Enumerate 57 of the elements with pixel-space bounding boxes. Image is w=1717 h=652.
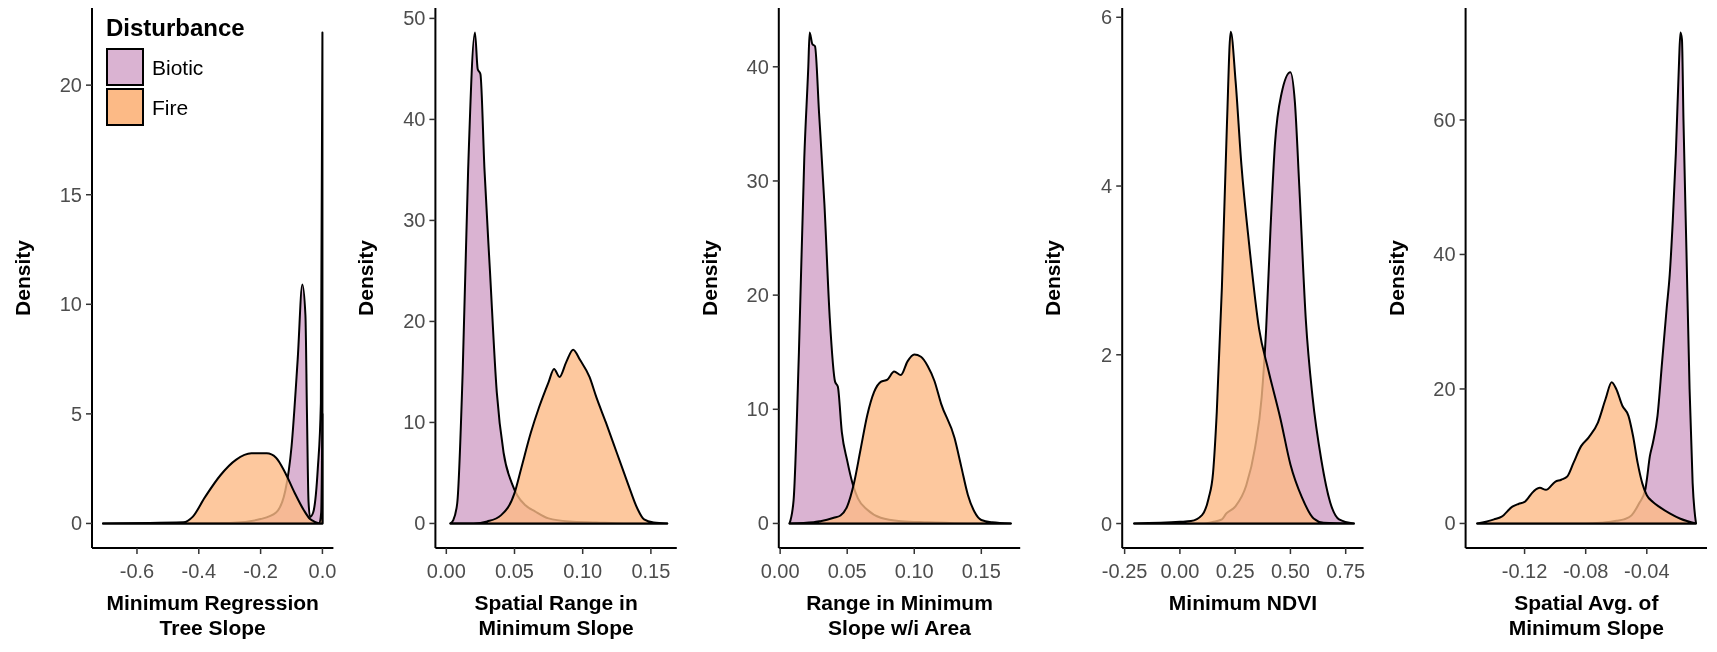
x-axis-title: Range in Minimum Slope w/i Area [806, 591, 993, 639]
y-tick-label: 40 [1433, 243, 1456, 266]
x-tick-label: -0.08 [1562, 560, 1609, 582]
x-tick-label: 0.15 [631, 560, 671, 582]
x-axis-title: Minimum NDVI [1168, 591, 1317, 614]
y-tick-label: 2 [1101, 343, 1113, 366]
y-tick-label: 4 [1101, 175, 1113, 198]
x-tick-label: 0.00 [760, 560, 800, 582]
y-tick-label: 40 [403, 108, 426, 131]
y-tick-label: 10 [403, 411, 426, 434]
x-tick-label: 0.10 [894, 560, 934, 582]
y-tick-label: 0 [1101, 512, 1113, 535]
x-tick-label: 0.00 [1160, 560, 1200, 582]
y-tick-label: 20 [403, 310, 426, 333]
x-tick-label: -0.12 [1501, 560, 1548, 582]
x-tick-label: -0.4 [181, 560, 217, 582]
x-axis-title: Spatial Avg. of Minimum Slope [1508, 591, 1664, 639]
y-tick-label: 15 [59, 183, 82, 206]
y-tick-label: 0 [757, 512, 769, 535]
x-tick-label: 0.15 [961, 560, 1001, 582]
x-tick-label: -0.6 [119, 560, 155, 582]
y-tick-label: 30 [403, 209, 426, 232]
y-tick-label: 50 [403, 7, 426, 30]
legend-label: Fire [152, 96, 189, 119]
x-tick-label: -0.25 [1101, 560, 1148, 582]
x-axis-title: Minimum Regression Tree Slope [106, 591, 319, 639]
y-tick-label: 20 [1433, 377, 1456, 400]
y-axis-title: Density [697, 239, 721, 316]
y-axis-title: Density [354, 239, 378, 316]
y-tick-label: 20 [746, 284, 769, 307]
x-axis-title: Spatial Range in Minimum Slope [474, 591, 638, 639]
y-axis-title: Density [1384, 239, 1408, 316]
x-tick-label: 0.75 [1326, 560, 1366, 582]
y-axis-title: Density [11, 239, 34, 316]
y-tick-label: 20 [59, 74, 82, 97]
x-tick-label: 0.05 [827, 560, 867, 582]
y-tick-label: 30 [746, 169, 769, 192]
x-tick-label: 0.50 [1270, 560, 1310, 582]
y-tick-label: 10 [746, 398, 769, 421]
y-tick-label: 0 [70, 512, 82, 535]
y-tick-label: 5 [70, 402, 82, 425]
legend-title: Disturbance [106, 14, 245, 41]
x-tick-label: 0.25 [1215, 560, 1255, 582]
y-tick-label: 40 [746, 55, 769, 78]
y-tick-label: 6 [1101, 6, 1113, 29]
y-tick-label: 0 [414, 512, 426, 535]
x-tick-label: 0.10 [563, 560, 603, 582]
x-tick-label: -0.2 [243, 560, 278, 582]
x-tick-label: -0.04 [1624, 560, 1670, 582]
y-axis-title: Density [1041, 239, 1065, 316]
y-tick-label: 60 [1433, 108, 1456, 131]
x-tick-label: 0.00 [426, 560, 466, 582]
y-tick-label: 10 [59, 293, 82, 316]
x-tick-label: 0.0 [308, 560, 337, 582]
y-tick-label: 0 [1444, 512, 1456, 535]
x-tick-label: 0.05 [495, 560, 534, 582]
legend-label: Biotic [152, 56, 204, 79]
